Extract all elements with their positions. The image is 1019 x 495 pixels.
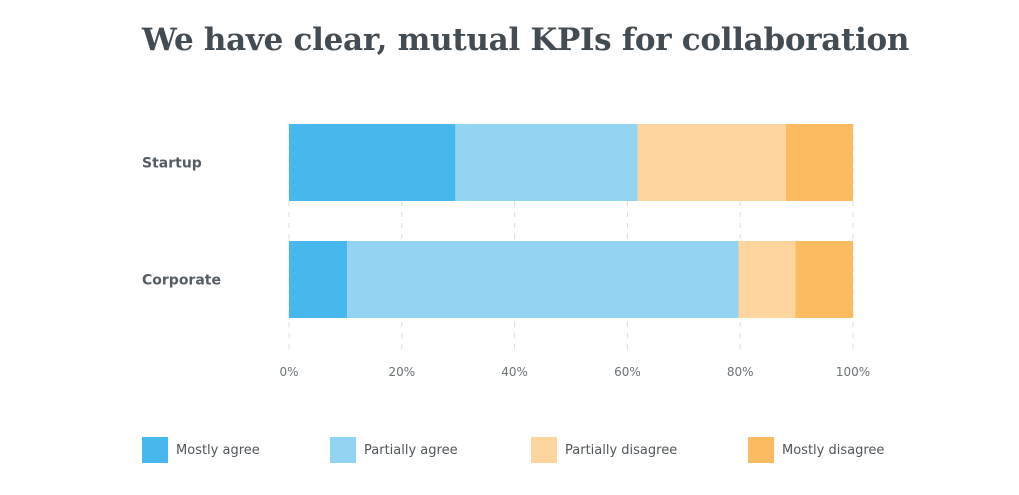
legend-label-mostly-disagree: Mostly disagree [782, 442, 885, 458]
legend-item-mostly-disagree: Mostly disagree [748, 437, 884, 463]
bar-corporate-mostly-disagree [795, 241, 853, 318]
x-tick-label-20: 20% [388, 365, 415, 379]
legend-swatch-mostly-disagree [748, 437, 774, 463]
legend-item-partially-agree: Partially agree [330, 437, 458, 463]
category-labels: Startup Corporate [142, 156, 221, 289]
legend-item-partially-disagree: Partially disagree [531, 437, 677, 463]
legend-swatch-partially-agree [330, 437, 356, 463]
x-tick-label-60: 60% [614, 365, 641, 379]
x-tick-label-40: 40% [501, 365, 528, 379]
legend-swatch-mostly-agree [142, 437, 168, 463]
legend: Mostly agree Partially agree Partially d… [142, 437, 902, 465]
category-label-corporate: Corporate [142, 273, 221, 289]
category-label-startup: Startup [142, 156, 202, 172]
bar-startup-mostly-agree [289, 124, 456, 201]
bar-startup-partially-disagree [637, 124, 786, 201]
bar-corporate-mostly-agree [289, 241, 348, 318]
legend-label-partially-disagree: Partially disagree [565, 442, 678, 458]
bars [289, 124, 853, 318]
legend-item-mostly-agree: Mostly agree [142, 437, 260, 463]
legend-label-mostly-agree: Mostly agree [176, 442, 260, 458]
x-tick-label-100: 100% [836, 365, 870, 379]
legend-swatch-partially-disagree [531, 437, 557, 463]
x-tick-label-80: 80% [727, 365, 754, 379]
x-tick-label-0: 0% [279, 365, 298, 379]
legend-label-partially-agree: Partially agree [364, 442, 458, 458]
bar-corporate-partially-agree [347, 241, 739, 318]
bar-corporate-partially-disagree [738, 241, 796, 318]
bar-startup-partially-agree [455, 124, 638, 201]
x-axis-tick-labels: 0% 20% 40% 60% 80% 100% [279, 365, 870, 379]
chart-title: We have clear, mutual KPIs for collabora… [142, 22, 910, 58]
bar-startup-mostly-disagree [785, 124, 853, 201]
